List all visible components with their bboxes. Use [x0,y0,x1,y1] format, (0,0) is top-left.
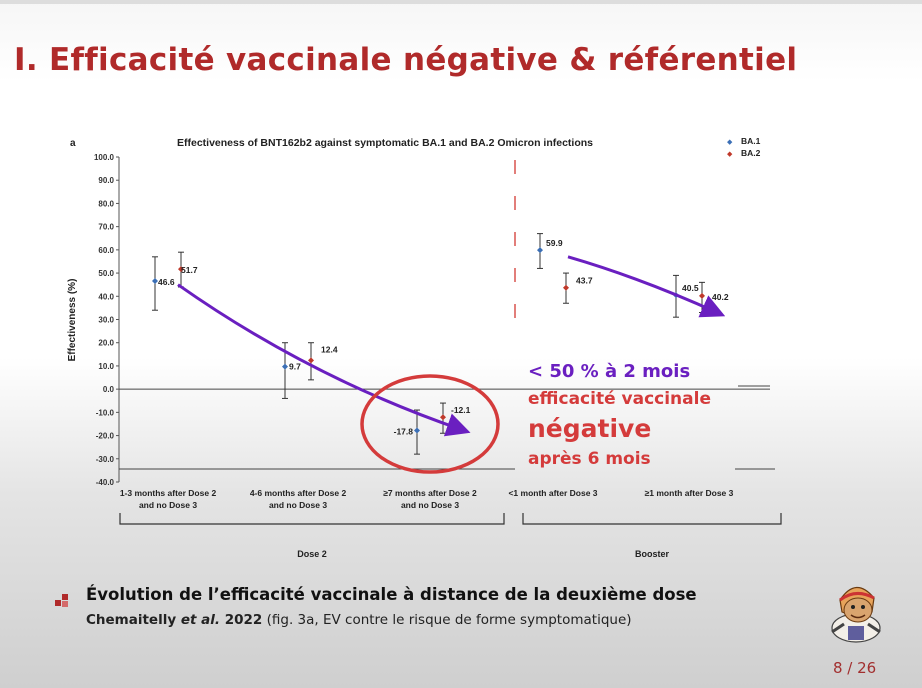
y-tick-label: 50.0 [98,269,114,278]
x-category-label: <1 month after Dose 3 [508,488,597,498]
data-label: 9.7 [289,362,301,372]
citation-details: (fig. 3a, EV contre le risque de forme s… [262,612,632,628]
y-tick-label: -30.0 [96,455,115,464]
mascot-icon [831,586,881,643]
page-number: 8 / 26 [833,659,877,677]
data-point-ba1 [152,277,158,284]
y-tick-label: 60.0 [98,246,114,255]
y-tick-label: 0.0 [103,385,115,394]
group-label-booster: Booster [635,549,670,559]
legend-label: BA.1 [741,136,761,146]
data-label: -12.1 [451,405,471,415]
panel-label: a [70,138,76,149]
trend-arrow-dose2 [177,283,471,437]
data-point-ba1 [537,247,543,254]
x-category-label: 4-6 months after Dose 2 [250,488,347,498]
y-axis-label: Effectiveness (%) [67,279,78,362]
bullet-icon [55,592,71,608]
legend-marker-ba2: ◆ [727,151,733,158]
x-category-label-line2: and no Dose 3 [269,500,327,510]
bracket-booster [522,513,782,525]
data-point-ba2 [563,284,569,291]
y-tick-label: 40.0 [98,292,114,301]
y-tick-label: 30.0 [98,316,114,325]
data-label: 12.4 [321,344,338,354]
chart-title: Effectiveness of BNT162b2 against sympto… [177,137,593,149]
annotation-efficacy: efficacité vaccinale [528,389,711,409]
citation-year: 2022 [220,612,263,628]
data-label: -17.8 [394,426,414,436]
y-tick-label: 90.0 [98,176,114,185]
data-label: 40.2 [712,292,729,302]
x-category-label: ≥7 months after Dose 2 [383,488,477,498]
data-point-ba2 [440,414,446,421]
group-label-dose2: Dose 2 [297,549,327,559]
bracket-dose2 [119,513,505,525]
x-category-label: 1-3 months after Dose 2 [120,488,217,498]
annotation-below-50: < 50 % à 2 mois [528,361,690,382]
x-category-label: ≥1 month after Dose 3 [645,488,734,498]
highlight-circle [360,374,500,474]
citation: Chemaitelly et al. 2022 (fig. 3a, EV con… [86,612,632,628]
data-label: 40.5 [682,283,699,293]
y-tick-label: -40.0 [96,478,115,487]
data-point-ba1 [414,427,420,434]
trend-arrow-booster [567,255,726,318]
top-edge [0,0,922,4]
y-tick-label: 10.0 [98,362,114,371]
y-tick-label: 80.0 [98,199,114,208]
x-category-label-line2: and no Dose 3 [401,500,459,510]
annotation-negative: négative [528,414,651,443]
data-point-ba2 [178,266,184,273]
citation-author: Chemaitelly [86,612,181,628]
data-point-ba1 [282,363,288,370]
data-point-ba2 [308,357,314,364]
y-tick-label: 100.0 [94,153,115,162]
slide-caption: Évolution de l’efficacité vaccinale à di… [86,585,697,604]
data-label: 51.7 [181,265,198,275]
x-category-label-line2: and no Dose 3 [139,500,197,510]
data-label: 46.6 [158,277,175,287]
data-point-ba2 [699,292,705,299]
y-tick-label: 20.0 [98,339,114,348]
slide-title: I. Efficacité vaccinale négative & référ… [14,42,798,78]
data-label: 59.9 [546,238,563,248]
citation-etal: et al. [180,612,221,628]
legend-label: BA.2 [741,148,761,158]
y-tick-label: 70.0 [98,223,114,232]
legend-marker-ba1: ◆ [727,139,733,146]
data-label: 43.7 [576,276,593,286]
y-tick-label: -10.0 [96,408,115,417]
y-tick-label: -20.0 [96,432,115,441]
annotation-after-6-months: après 6 mois [528,449,651,469]
